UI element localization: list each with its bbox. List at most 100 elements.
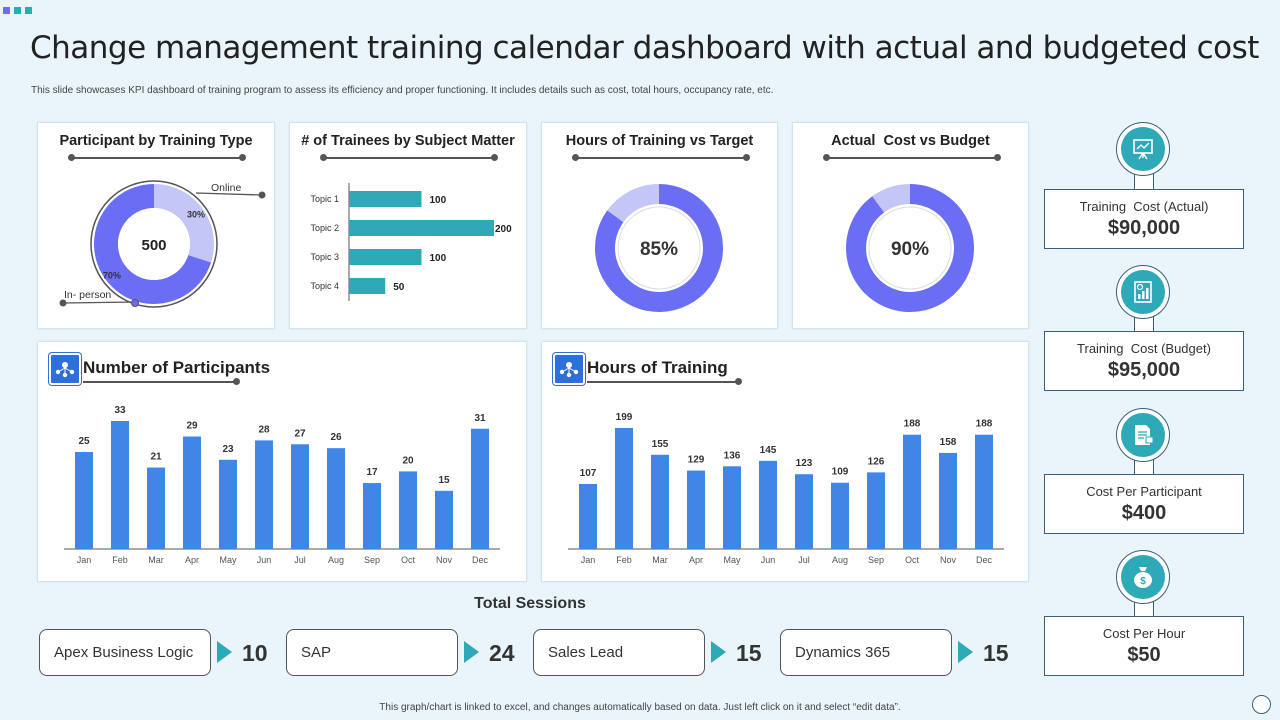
session-box-sap[interactable]: SAP (286, 629, 458, 676)
underline-dot (233, 378, 240, 385)
gauge-hole (617, 206, 701, 290)
session-label: Apex Business Logic (54, 644, 194, 661)
kpi-card-training-cost-actual[interactable]: Training Cost (Actual) $90,000 (1044, 189, 1244, 249)
kpi-card-cost-per-hour[interactable]: Cost Per Hour $50 (1044, 616, 1244, 676)
bar-dec[interactable] (975, 434, 993, 549)
title-underline (826, 157, 996, 159)
bar-value-label: 23 (222, 444, 234, 455)
session-box-dynamics[interactable]: Dynamics 365 (780, 629, 952, 676)
trainees-subject-bar-chart[interactable]: Topic 1 100 Topic 2 200 Topic 3 100 Topic 4 50 (290, 123, 526, 328)
bar-value-label: 28 (258, 424, 270, 435)
bar-jun[interactable] (255, 440, 273, 549)
arrow-right-icon (464, 641, 479, 663)
kpi-icon-badge (1116, 408, 1170, 462)
underline-dot-right (239, 154, 246, 161)
page-title: Change management training calendar dash… (30, 30, 1259, 66)
bar-topic-1[interactable] (349, 191, 422, 207)
bar-jan[interactable] (579, 483, 597, 549)
x-tick-label: Nov (940, 555, 957, 565)
bar-aug[interactable] (831, 482, 849, 549)
x-tick-label: May (219, 555, 237, 565)
trainees-subject-title: # of Trainees by Subject Matter (301, 133, 515, 149)
bar-sep[interactable] (867, 472, 885, 549)
bar-value-label: 50 (393, 282, 405, 293)
gauge-actual-segment[interactable] (846, 184, 974, 312)
session-box-sales-lead[interactable]: Sales Lead (533, 629, 705, 676)
kpi-label: Training Cost (Budget) (1077, 341, 1211, 356)
bar-topic-2[interactable] (349, 220, 494, 236)
kpi-card-cost-per-participant[interactable]: Cost Per Participant $400 (1044, 474, 1244, 534)
bar-may[interactable] (723, 466, 741, 549)
underline-dot-left (320, 154, 327, 161)
gauge-remaining-segment[interactable] (872, 184, 910, 213)
category-label: Topic 2 (310, 223, 339, 233)
participant-type-card[interactable]: Participant by Training Type 30% 70% 500 On… (37, 122, 275, 329)
hours-card[interactable]: Hours of Training 107 Jan 199 Feb 155 Mar 129 A… (541, 341, 1029, 582)
page-subtitle: This slide showcases KPI dashboard of tr… (31, 85, 774, 96)
callout-dot (59, 299, 67, 307)
donut-hole (118, 208, 190, 280)
bar-feb[interactable] (111, 421, 129, 549)
bar-mar[interactable] (651, 454, 669, 549)
donut-outline (90, 180, 218, 308)
bar-jul[interactable] (795, 474, 813, 549)
bar-jun[interactable] (759, 460, 777, 549)
bar-value-label: 155 (652, 439, 669, 450)
donut-slice-online[interactable] (154, 184, 214, 263)
underline-dot (735, 378, 742, 385)
session-value: 15 (983, 640, 1009, 666)
bar-dec[interactable] (471, 428, 489, 549)
x-tick-label: Oct (401, 555, 416, 565)
session-label: Sales Lead (548, 644, 624, 661)
budget-report-icon (1121, 270, 1165, 314)
cost-vs-budget-donut[interactable]: 90% (793, 123, 1028, 328)
bar-mar[interactable] (147, 467, 165, 549)
donut-slice-in-person[interactable] (94, 184, 212, 304)
bar-apr[interactable] (183, 436, 201, 549)
x-tick-label: Jan (581, 555, 596, 565)
x-tick-label: Jun (257, 555, 272, 565)
x-tick-label: Oct (905, 555, 920, 565)
bar-apr[interactable] (687, 470, 705, 549)
callout-dot (258, 191, 266, 199)
x-tick-label: Jan (77, 555, 92, 565)
bar-oct[interactable] (399, 471, 417, 549)
category-label: Topic 1 (310, 194, 339, 204)
bar-value-label: 200 (495, 224, 512, 235)
bar-value-label: 25 (78, 436, 90, 447)
bar-jan[interactable] (75, 452, 93, 549)
bar-feb[interactable] (615, 428, 633, 549)
gauge-actual-segment[interactable] (595, 184, 723, 312)
bar-oct[interactable] (903, 434, 921, 549)
bar-nov[interactable] (435, 490, 453, 549)
session-box-apex[interactable]: Apex Business Logic (39, 629, 211, 676)
bar-sep[interactable] (363, 483, 381, 549)
bar-nov[interactable] (939, 452, 957, 549)
callout-line-online (195, 192, 263, 196)
hours-chart-icon (553, 353, 585, 385)
participants-card[interactable]: Number of Participants 25 Jan 33 Feb 21 Mar 29… (37, 341, 527, 582)
decor-square-3 (25, 7, 32, 14)
kpi-card-training-cost-budget[interactable]: Training Cost (Budget) $95,000 (1044, 331, 1244, 391)
bar-topic-3[interactable] (349, 249, 422, 265)
trainees-subject-card[interactable]: # of Trainees by Subject Matter Topic 1 1… (289, 122, 527, 329)
participant-type-donut[interactable]: 30% 70% 500 Online In- person (38, 123, 274, 328)
bar-value-label: 158 (940, 437, 957, 448)
x-tick-label: Jul (294, 555, 306, 565)
hours-vs-target-donut[interactable]: 85% (542, 123, 777, 328)
bar-jul[interactable] (291, 444, 309, 549)
bar-topic-4[interactable] (349, 278, 386, 294)
bar-value-label: 31 (474, 413, 486, 424)
bar-aug[interactable] (327, 448, 345, 549)
bar-may[interactable] (219, 459, 237, 549)
bar-value-label: 145 (760, 445, 777, 456)
gauge-remaining-segment[interactable] (607, 184, 659, 223)
hours-bar-chart[interactable]: 107 Jan 199 Feb 155 Mar 129 Apr 136 May 145 Jun 123 J… (542, 342, 1028, 581)
callout-line-in-person (62, 301, 136, 304)
participants-bar-chart[interactable]: 25 Jan 33 Feb 21 Mar 29 Apr 23 May 28 Jun 27 Jul 26 Aug… (38, 342, 526, 581)
hours-vs-target-card[interactable]: Hours of Training vs Target 85% (541, 122, 778, 329)
participant-type-title: Participant by Training Type (59, 133, 253, 149)
presentation-board-icon (1121, 127, 1165, 171)
cost-vs-budget-card[interactable]: Actual Cost vs Budget 90% (792, 122, 1029, 329)
kpi-value: $400 (1121, 502, 1167, 524)
